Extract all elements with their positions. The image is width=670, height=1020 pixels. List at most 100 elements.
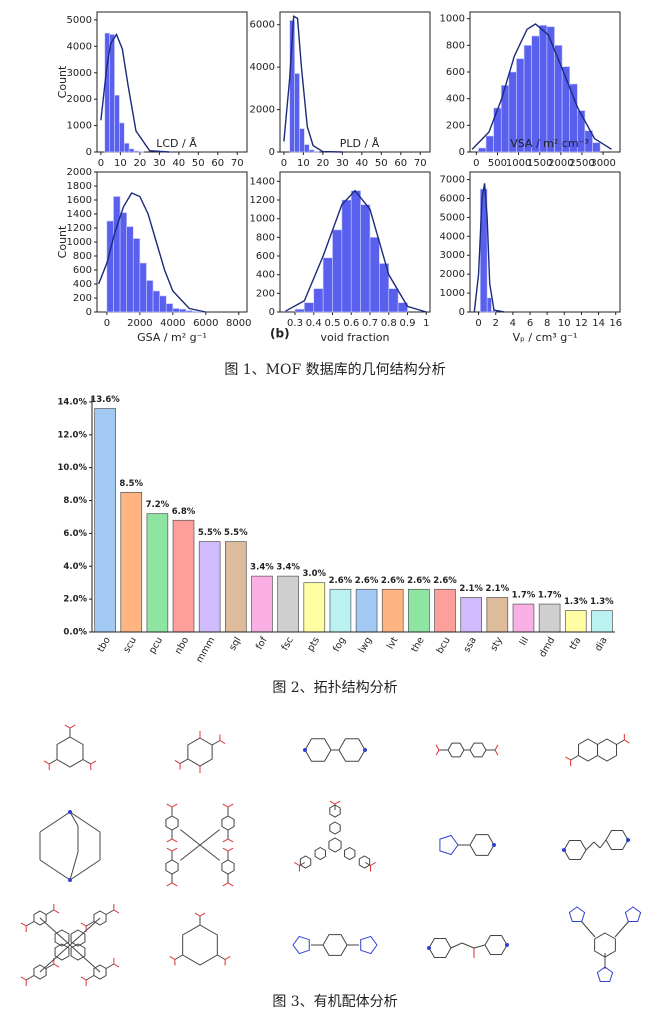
y-tick-label: 3000 bbox=[440, 250, 465, 261]
molecule-bond bbox=[227, 882, 234, 887]
y-tick-label: 0 bbox=[86, 307, 92, 318]
molecule-bond bbox=[25, 921, 35, 927]
x-tick-label: 50 bbox=[375, 158, 388, 169]
x-tick-label: 40 bbox=[172, 158, 185, 169]
x-axis-label: Vₚ / cm³ g⁻¹ bbox=[513, 331, 578, 344]
value-label: 3.4% bbox=[276, 563, 300, 573]
histogram-bar bbox=[478, 147, 487, 153]
molecule-bond bbox=[53, 963, 60, 968]
molecule-ring bbox=[187, 737, 213, 767]
x-tick-label: 16 bbox=[609, 318, 622, 329]
molecule-atom bbox=[492, 843, 496, 847]
x-tick-label: 30 bbox=[336, 158, 349, 169]
histogram-bar bbox=[138, 151, 145, 153]
y-tick-label: 4000 bbox=[440, 231, 465, 242]
molecule-bond bbox=[20, 976, 27, 981]
molecule-bond bbox=[199, 829, 220, 846]
bar bbox=[120, 491, 143, 633]
caption: 图 1、MOF 数据库的几何结构分析 bbox=[224, 362, 445, 378]
molecule-bond bbox=[599, 839, 607, 849]
bar bbox=[538, 603, 561, 633]
y-axis-label: Count bbox=[56, 65, 69, 98]
molecule-bond bbox=[194, 912, 201, 917]
bar bbox=[94, 408, 116, 633]
molecule-ring bbox=[304, 738, 332, 762]
molecule-bond bbox=[43, 760, 50, 765]
molecule-ring bbox=[54, 929, 70, 947]
x-tick-label: 2000 bbox=[127, 318, 152, 329]
molecule-ring bbox=[54, 943, 70, 961]
bar bbox=[460, 597, 482, 633]
fit-curve bbox=[473, 183, 505, 313]
molecule-bond bbox=[69, 859, 101, 881]
x-tick-label: 2 bbox=[493, 318, 499, 329]
molecule-bond bbox=[227, 803, 234, 808]
y-tick-label: 800 bbox=[446, 40, 465, 51]
bar bbox=[329, 588, 352, 633]
fit-curve bbox=[100, 32, 170, 153]
histogram-bar bbox=[165, 303, 174, 313]
molecule-ring bbox=[70, 929, 86, 947]
molecule-bond bbox=[69, 944, 101, 973]
value-label: 1.3% bbox=[564, 597, 588, 607]
bar bbox=[381, 588, 404, 633]
bar bbox=[303, 582, 326, 633]
histogram-bar bbox=[350, 190, 361, 313]
y-tick-label: 1600 bbox=[67, 195, 92, 206]
x-tick-label: dmd bbox=[537, 635, 557, 659]
molecule-bond bbox=[113, 963, 120, 968]
molecule-ring bbox=[182, 924, 218, 966]
molecule-bond bbox=[219, 740, 226, 744]
histogram-bar bbox=[172, 308, 180, 313]
molecule-bond bbox=[365, 862, 371, 866]
y-tick-label: 0 bbox=[269, 307, 275, 318]
molecule-bond bbox=[82, 759, 92, 765]
fit-curve bbox=[471, 23, 612, 150]
molecule-bond bbox=[166, 882, 173, 887]
histogram-bar bbox=[152, 290, 160, 313]
y-tick-label: 4.0% bbox=[63, 562, 87, 572]
plot-frame bbox=[279, 11, 431, 153]
molecule-bond bbox=[593, 841, 601, 849]
molecule-bond bbox=[45, 963, 55, 969]
histogram-bar bbox=[388, 288, 399, 313]
molecule-bond bbox=[180, 844, 201, 861]
molecule-bond bbox=[227, 838, 234, 843]
bar bbox=[146, 513, 169, 633]
molecule-bond bbox=[80, 922, 87, 927]
y-tick-label: 600 bbox=[446, 67, 465, 78]
molecule-ring bbox=[56, 736, 84, 768]
bar bbox=[434, 588, 456, 633]
y-tick-label: 1400 bbox=[250, 176, 275, 187]
molecule-ring bbox=[165, 815, 179, 831]
bar bbox=[251, 575, 273, 633]
histogram-bar bbox=[592, 142, 601, 153]
histogram-bar bbox=[313, 151, 320, 153]
y-tick-label: 1000 bbox=[67, 121, 92, 132]
molecule-bond bbox=[45, 909, 55, 915]
histogram-bar bbox=[179, 308, 187, 313]
y-tick-label: 8.0% bbox=[63, 496, 87, 506]
value-label: 3.0% bbox=[302, 569, 326, 579]
molecule-bond bbox=[171, 847, 178, 852]
molecule-bond bbox=[329, 800, 336, 805]
histogram-bar bbox=[299, 128, 305, 153]
molecule-ring bbox=[447, 742, 465, 758]
molecule-ring bbox=[469, 834, 495, 856]
y-tick-label: 600 bbox=[73, 265, 92, 276]
y-tick-label: 200 bbox=[73, 293, 92, 304]
value-label: 5.5% bbox=[224, 528, 248, 538]
histogram-bar bbox=[379, 263, 390, 313]
molecule-bond bbox=[174, 954, 183, 960]
molecule-ring bbox=[70, 943, 86, 961]
value-label: 2.6% bbox=[381, 576, 405, 586]
molecule-bond bbox=[222, 803, 229, 808]
molecule-ring bbox=[484, 934, 508, 956]
molecule-bond bbox=[166, 803, 173, 808]
x-tick-label: pts bbox=[305, 635, 322, 653]
molecule-bond bbox=[69, 917, 101, 946]
y-tick-label: 600 bbox=[256, 251, 275, 262]
value-label: 3.4% bbox=[250, 563, 274, 573]
molecule-ring bbox=[329, 804, 341, 818]
histogram-bar bbox=[304, 144, 310, 153]
